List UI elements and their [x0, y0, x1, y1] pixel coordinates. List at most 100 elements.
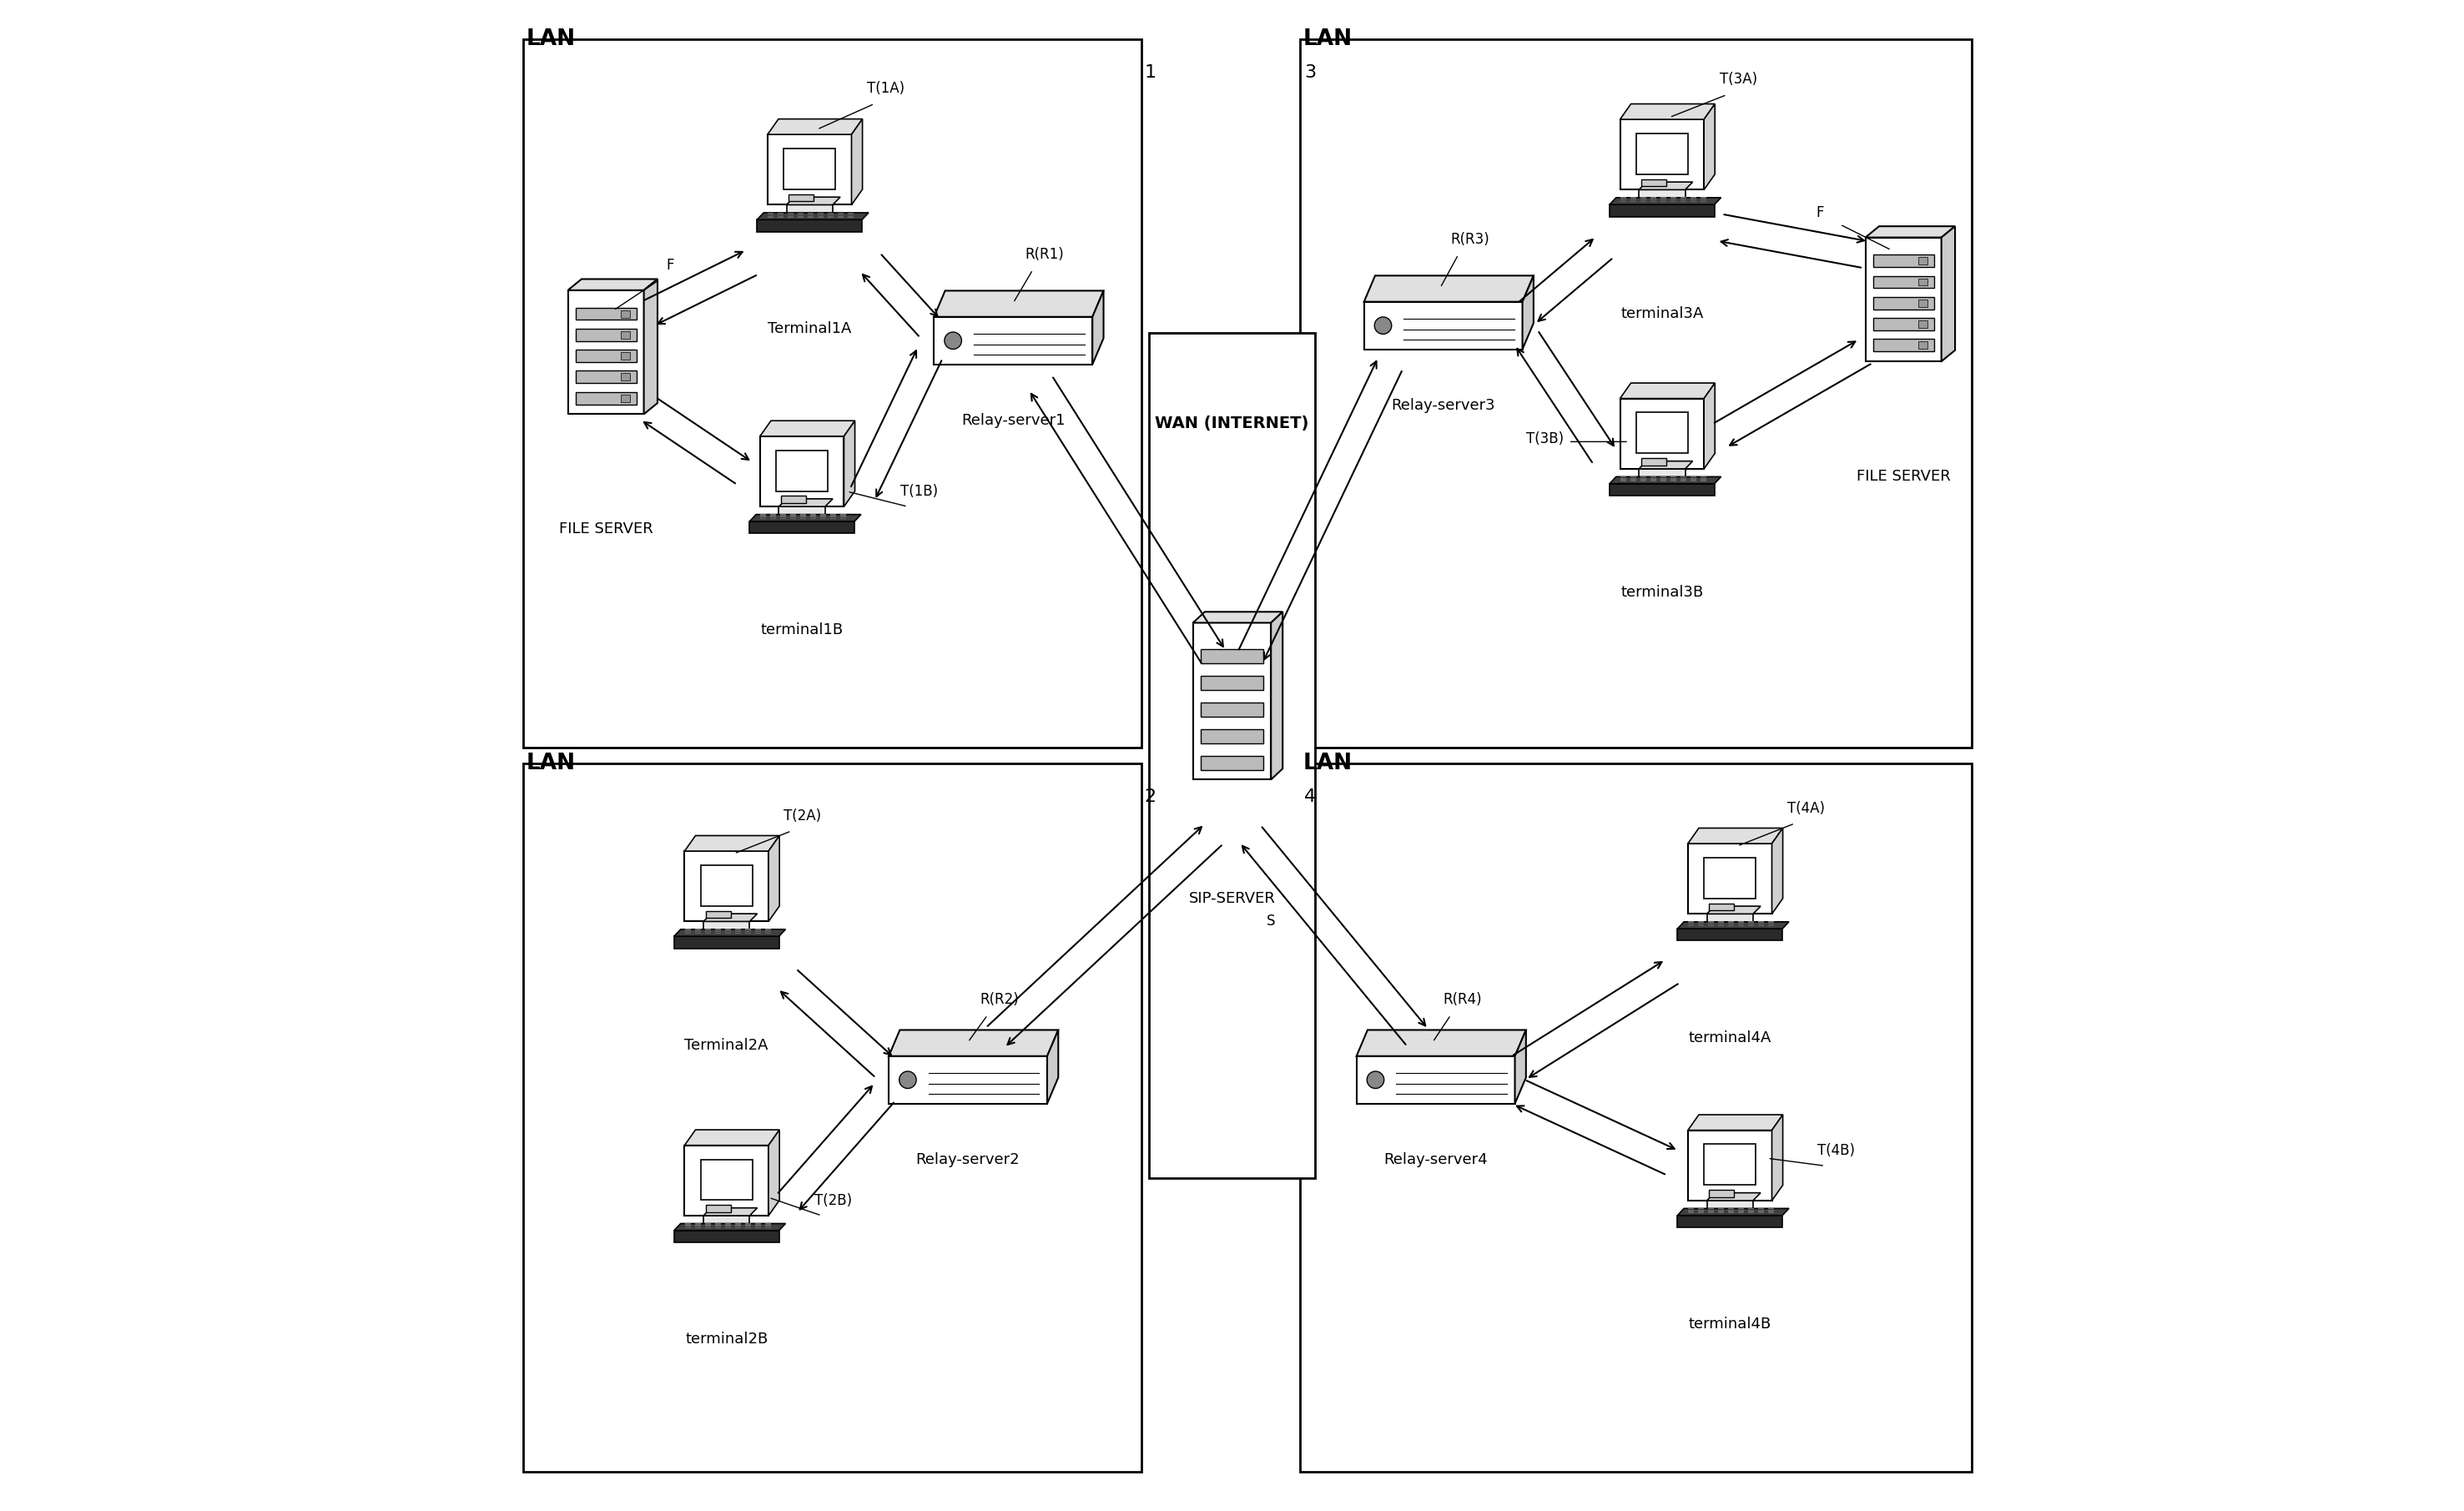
Bar — [1710, 1191, 1735, 1197]
Polygon shape — [1639, 461, 1693, 468]
Bar — [1865, 237, 1942, 361]
Text: T(2B): T(2B) — [813, 1194, 853, 1209]
Bar — [1919, 299, 1927, 307]
Bar — [621, 331, 631, 338]
Polygon shape — [845, 420, 855, 506]
Bar — [1688, 843, 1772, 914]
Bar — [1873, 338, 1934, 352]
Bar — [1619, 399, 1705, 468]
Bar — [621, 373, 631, 381]
Circle shape — [1368, 1071, 1385, 1088]
Text: FILE SERVER: FILE SERVER — [559, 521, 653, 536]
Bar — [1705, 858, 1757, 899]
Polygon shape — [1619, 104, 1715, 119]
Bar — [700, 1159, 752, 1200]
Text: terminal2B: terminal2B — [685, 1331, 769, 1346]
Polygon shape — [1523, 275, 1533, 349]
Polygon shape — [1609, 198, 1720, 204]
Polygon shape — [1705, 382, 1715, 468]
Polygon shape — [1772, 1115, 1784, 1201]
Polygon shape — [643, 280, 658, 414]
Text: F: F — [1816, 205, 1823, 221]
Bar — [577, 370, 636, 384]
Text: T(1A): T(1A) — [867, 82, 904, 97]
Text: T(3A): T(3A) — [1720, 73, 1757, 88]
Bar — [1873, 277, 1934, 289]
Bar — [786, 205, 833, 216]
Polygon shape — [1047, 1031, 1057, 1103]
Bar — [1609, 204, 1715, 216]
Polygon shape — [1708, 1192, 1762, 1201]
Text: SIP-SERVER: SIP-SERVER — [1188, 891, 1276, 907]
Bar — [1200, 703, 1264, 716]
Text: Terminal1A: Terminal1A — [769, 320, 853, 335]
Polygon shape — [1639, 181, 1693, 190]
Bar — [1873, 317, 1934, 331]
Polygon shape — [1619, 382, 1715, 399]
Polygon shape — [779, 499, 833, 506]
Text: terminal3B: terminal3B — [1621, 585, 1703, 600]
Text: WAN (INTERNET): WAN (INTERNET) — [1156, 416, 1308, 432]
Text: S: S — [1266, 914, 1276, 929]
Bar — [567, 290, 643, 414]
Bar — [1705, 1144, 1757, 1185]
Text: 1: 1 — [1143, 65, 1156, 82]
Text: R(R1): R(R1) — [1025, 248, 1064, 263]
Bar — [890, 1056, 1047, 1103]
Bar — [1639, 190, 1685, 201]
Bar — [1200, 730, 1264, 743]
Bar — [685, 851, 769, 922]
Bar — [577, 308, 636, 320]
Polygon shape — [1688, 1115, 1784, 1130]
Text: Relay-server1: Relay-server1 — [961, 413, 1064, 428]
Polygon shape — [1271, 612, 1284, 780]
Bar — [784, 148, 835, 189]
Bar — [522, 763, 1141, 1472]
Bar — [621, 352, 631, 360]
Text: F: F — [665, 258, 675, 272]
Bar — [705, 1206, 732, 1212]
Bar — [685, 1145, 769, 1216]
Polygon shape — [702, 914, 756, 922]
Bar — [702, 1216, 749, 1227]
Polygon shape — [1688, 828, 1784, 843]
Circle shape — [899, 1071, 917, 1088]
Bar — [759, 437, 845, 506]
Polygon shape — [702, 1207, 756, 1216]
Bar — [675, 937, 779, 949]
Polygon shape — [567, 280, 658, 290]
Bar — [781, 496, 806, 503]
Text: T(4A): T(4A) — [1786, 801, 1826, 816]
Bar — [788, 195, 813, 201]
Polygon shape — [1705, 104, 1715, 190]
Text: 3: 3 — [1303, 65, 1316, 82]
Bar — [1873, 298, 1934, 310]
Text: terminal3A: terminal3A — [1621, 305, 1703, 320]
Bar — [1919, 278, 1927, 286]
Bar — [1708, 1201, 1752, 1212]
Bar — [1193, 623, 1271, 780]
Polygon shape — [756, 213, 870, 219]
Bar — [1710, 904, 1735, 911]
Bar — [1301, 39, 1971, 748]
Bar — [1148, 332, 1316, 1179]
Bar — [1641, 180, 1666, 186]
Bar — [1636, 413, 1688, 453]
Bar — [1919, 341, 1927, 349]
Bar — [1200, 675, 1264, 691]
Polygon shape — [1708, 907, 1762, 914]
Polygon shape — [769, 119, 862, 134]
Bar — [1678, 1215, 1781, 1227]
Polygon shape — [685, 836, 779, 851]
Polygon shape — [1515, 1031, 1525, 1103]
Polygon shape — [853, 119, 862, 205]
Text: LAN: LAN — [1303, 752, 1353, 774]
Bar — [1641, 458, 1666, 465]
Text: 2: 2 — [1143, 789, 1156, 805]
Polygon shape — [1942, 227, 1954, 361]
Bar — [705, 911, 732, 919]
Bar — [1365, 302, 1523, 349]
Polygon shape — [1772, 828, 1784, 914]
Text: terminal1B: terminal1B — [761, 623, 843, 638]
Bar — [1358, 1056, 1515, 1103]
